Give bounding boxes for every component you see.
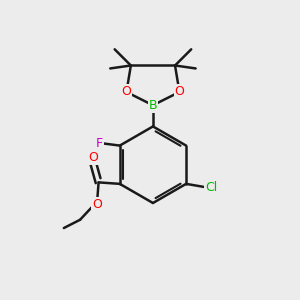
Text: B: B: [148, 99, 157, 112]
Text: O: O: [88, 151, 98, 164]
Text: F: F: [96, 137, 103, 150]
Text: O: O: [175, 85, 184, 98]
Text: Cl: Cl: [205, 181, 217, 194]
Text: O: O: [92, 198, 102, 211]
Text: O: O: [122, 85, 131, 98]
